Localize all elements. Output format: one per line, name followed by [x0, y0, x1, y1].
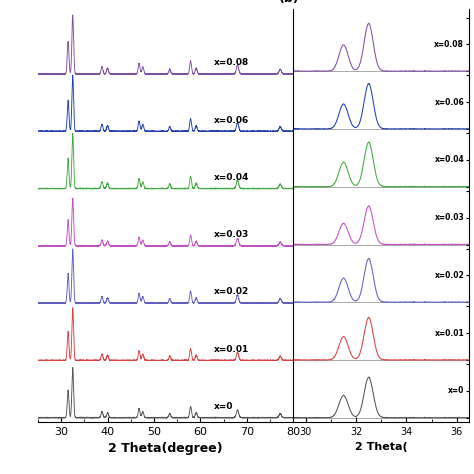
- Text: x=0.03: x=0.03: [435, 213, 464, 222]
- Text: x=0.02: x=0.02: [214, 287, 249, 296]
- Text: x=0.03: x=0.03: [214, 230, 249, 239]
- Text: x=0.06: x=0.06: [435, 98, 464, 107]
- Text: x=0.04: x=0.04: [435, 155, 464, 164]
- Text: x=0.02: x=0.02: [435, 271, 464, 280]
- X-axis label: 2 Theta(degree): 2 Theta(degree): [108, 442, 223, 455]
- X-axis label: 2 Theta(: 2 Theta(: [355, 442, 408, 452]
- Text: x=0.01: x=0.01: [435, 328, 464, 337]
- Text: (b): (b): [279, 0, 300, 5]
- Text: x=0.04: x=0.04: [214, 173, 250, 182]
- Text: x=0: x=0: [214, 402, 234, 411]
- Text: x=0.08: x=0.08: [434, 40, 464, 49]
- Text: x=0.06: x=0.06: [214, 116, 249, 125]
- Text: x=0: x=0: [448, 386, 464, 395]
- Text: x=0.08: x=0.08: [214, 58, 249, 67]
- Text: x=0.01: x=0.01: [214, 345, 249, 354]
